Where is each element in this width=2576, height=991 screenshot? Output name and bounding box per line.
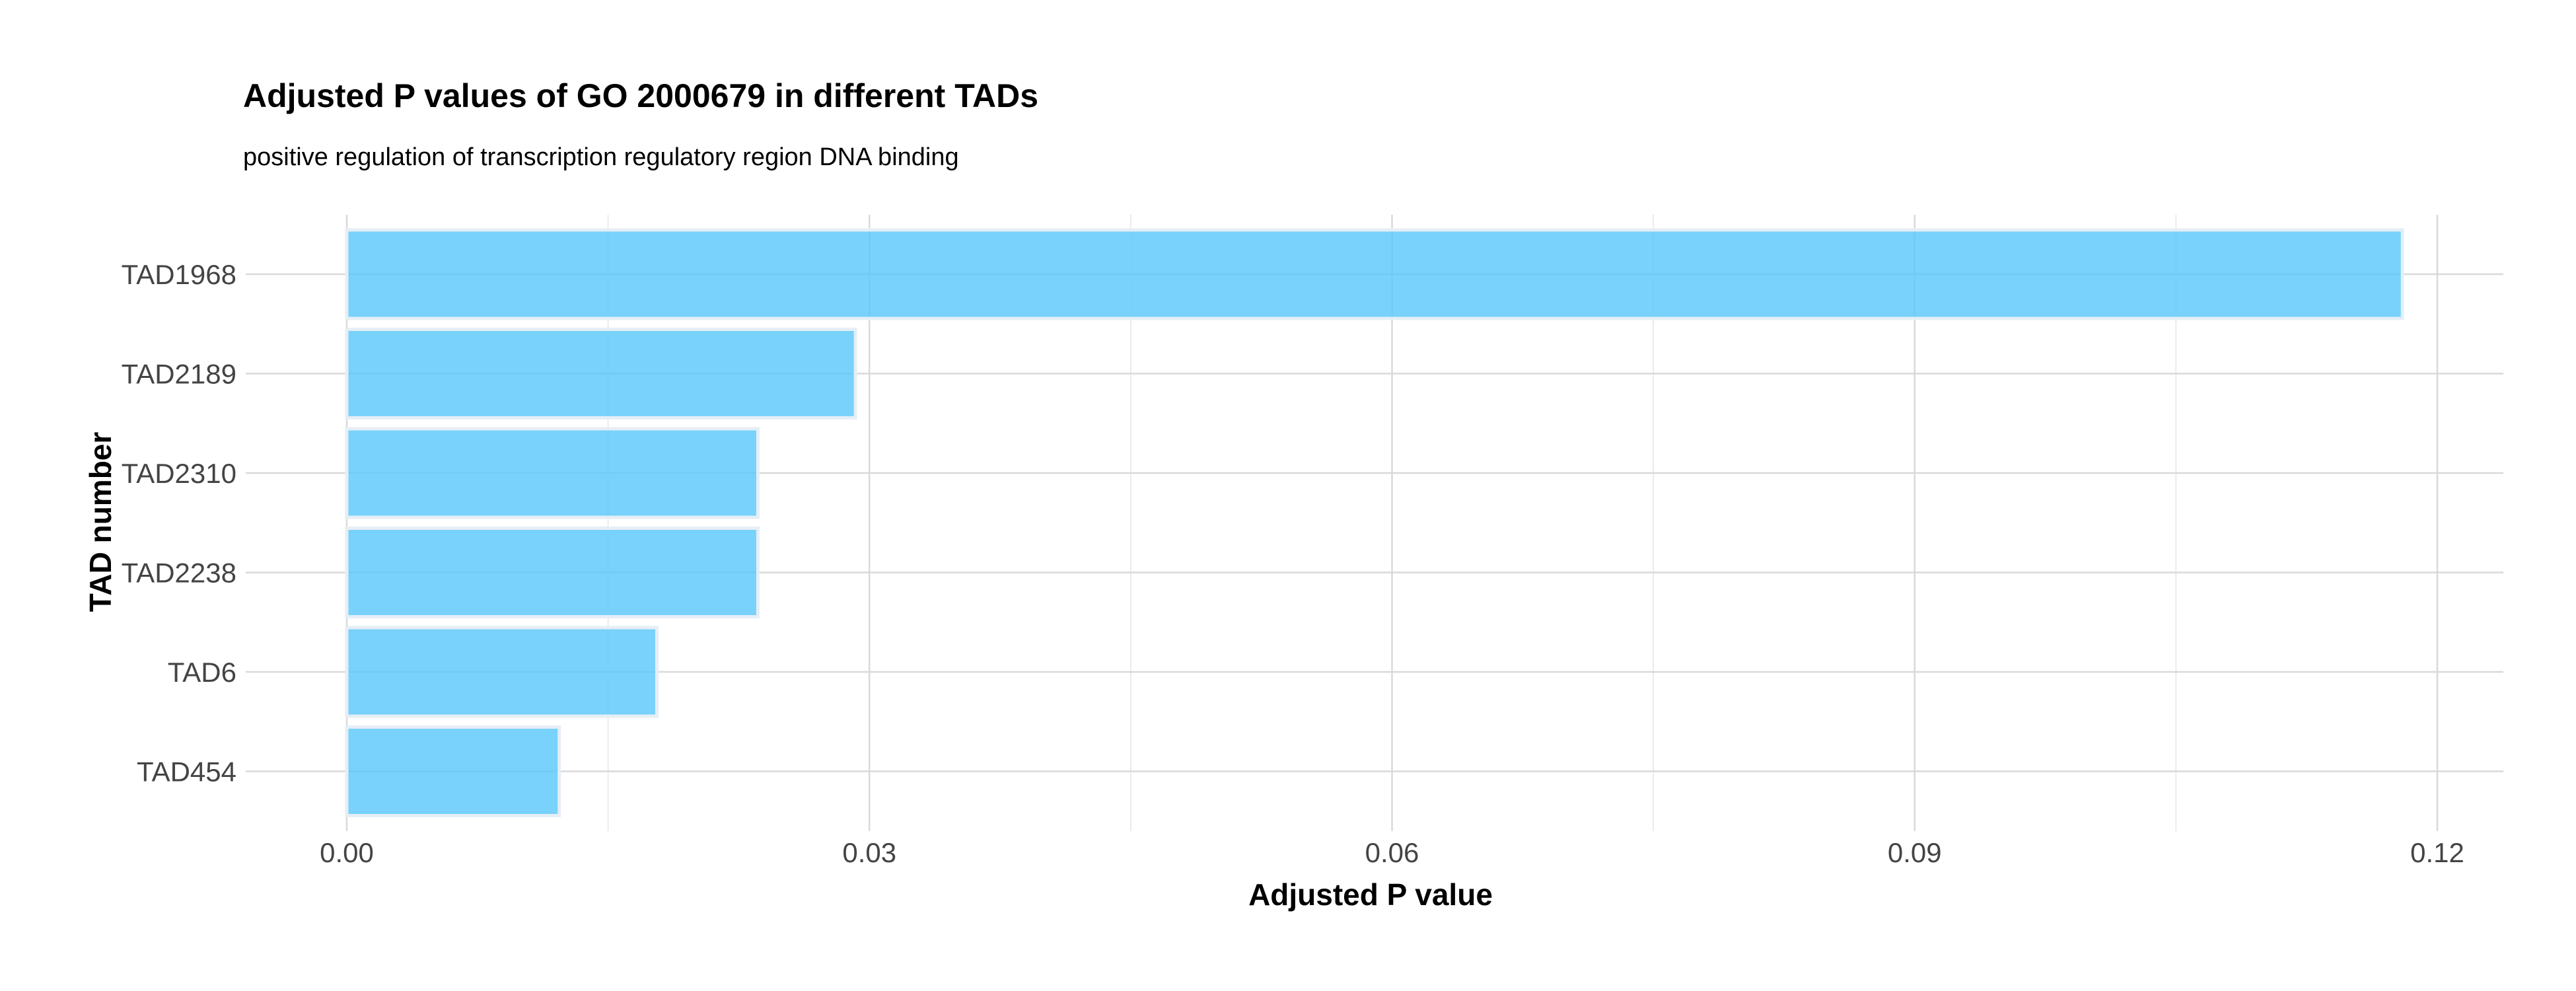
y-tick-label: TAD1968 <box>122 259 236 290</box>
y-tick-labels: TAD1968 TAD2189 TAD2310 TAD2238 TAD6 TAD454 <box>122 259 236 788</box>
bar-tad2310 <box>345 427 760 519</box>
chart-title: Adjusted P values of GO 2000679 in diffe… <box>243 77 1038 114</box>
y-axis-title: TAD number <box>83 432 118 612</box>
bar-tad454 <box>345 725 561 817</box>
x-tick-labels: 0.00 0.03 0.06 0.09 0.12 <box>320 837 2464 868</box>
chart-subtitle: positive regulation of transcription reg… <box>243 143 959 171</box>
x-tick-label: 0.06 <box>1365 837 1419 868</box>
y-tick-label: TAD454 <box>137 756 236 788</box>
y-tick-label: TAD2238 <box>122 558 236 589</box>
x-tick-label: 0.03 <box>842 837 896 868</box>
bar-tad2238 <box>345 527 760 618</box>
bar-tad2189 <box>345 328 857 420</box>
y-tick-label: TAD2189 <box>122 359 236 390</box>
x-tick-label: 0.09 <box>1888 837 1942 868</box>
bar-tad6 <box>345 626 659 718</box>
bars <box>345 228 2404 817</box>
x-tick-label: 0.12 <box>2410 837 2464 868</box>
x-axis-title: Adjusted P value <box>1248 877 1493 912</box>
x-tick-label: 0.00 <box>320 837 374 868</box>
y-tick-label: TAD2310 <box>122 458 236 489</box>
bar-tad1968 <box>345 228 2404 320</box>
y-tick-label: TAD6 <box>168 657 236 688</box>
